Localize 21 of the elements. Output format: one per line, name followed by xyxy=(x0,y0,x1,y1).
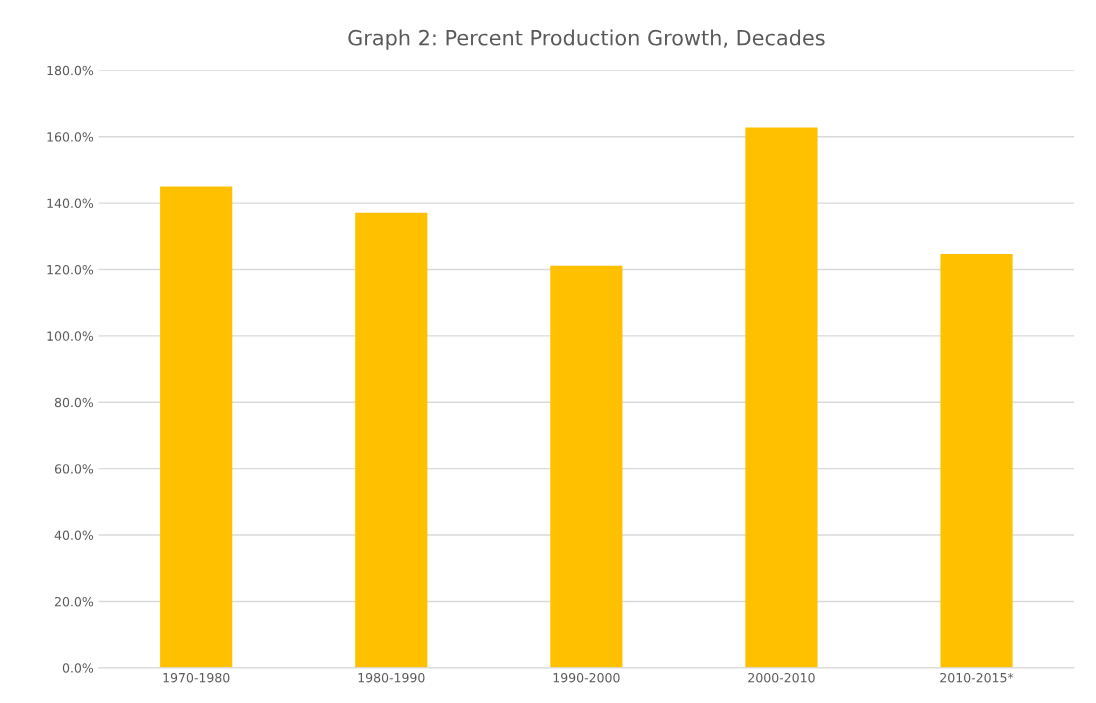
chart-title: Graph 2: Percent Production Growth, Decades xyxy=(348,29,825,50)
y-tick-label: 40.0% xyxy=(54,530,94,540)
y-tick-label: 180.0% xyxy=(47,65,94,76)
bar xyxy=(745,127,818,668)
bar xyxy=(940,253,1013,668)
y-tick-label: 20.0% xyxy=(54,596,94,607)
y-tick-label: 100.0% xyxy=(47,331,94,341)
y-tick-label: 0.0% xyxy=(62,663,94,673)
y-tick-label: 140.0% xyxy=(47,198,94,209)
y-tick-label: 60.0% xyxy=(54,464,94,474)
x-tick-label: 2010-2015* xyxy=(940,672,1014,683)
x-tick-label: 1990-2000 xyxy=(553,672,620,683)
y-tick-label: 160.0% xyxy=(47,132,94,142)
x-tick-label: 1980-1990 xyxy=(358,672,425,683)
y-tick-label: 80.0% xyxy=(54,397,94,408)
bar xyxy=(160,186,233,668)
x-tick-label: 2000-2010 xyxy=(748,672,815,683)
y-tick-label: 120.0% xyxy=(47,264,94,275)
bar xyxy=(550,265,623,668)
x-tick-label: 1970-1980 xyxy=(163,672,230,683)
bar xyxy=(355,212,428,668)
